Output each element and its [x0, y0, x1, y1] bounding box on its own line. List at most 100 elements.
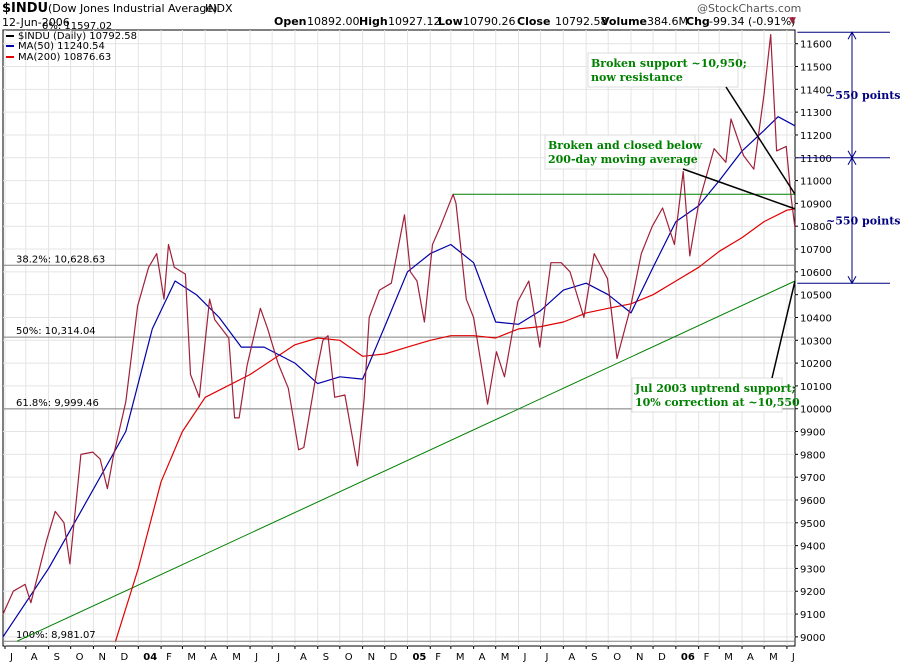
chart-header: $INDU (Dow Jones Industrial Average) IND… — [2, 1, 899, 29]
y-tick-label: 11200 — [800, 131, 832, 142]
plot-area — [2, 29, 796, 647]
x-tick-label: J — [791, 652, 795, 663]
annotation-text: Broken and closed below — [548, 139, 703, 152]
fib-level-label: 100%: 8,981.07 — [16, 630, 96, 641]
open-value: 10892.00 — [307, 15, 360, 28]
high-value: 10927.12 — [388, 15, 441, 28]
uptrend-line-path — [16, 280, 796, 642]
low-label: Low — [438, 15, 463, 28]
fib-0-label: 0%: 11597.02 — [42, 21, 112, 32]
y-tick-label: 10000 — [800, 405, 832, 416]
x-tick-label: O — [613, 652, 621, 663]
x-tick-label: O — [76, 652, 84, 663]
x-tick-label: A — [568, 652, 575, 663]
x-tick-label: D — [121, 652, 129, 663]
y-tick-label: 10500 — [800, 291, 832, 302]
annotation-box — [587, 52, 739, 88]
y-tick-label: 10400 — [800, 313, 832, 324]
close-label: Close — [517, 15, 551, 28]
volume-value: 384.6M — [647, 15, 688, 28]
annotation-text: Broken support ~10,950; — [591, 57, 747, 70]
x-tick-label: A — [300, 652, 307, 663]
legend-ma50: MA(50) 11240.54 — [18, 41, 105, 52]
high-label: High — [359, 15, 388, 28]
uptrend-line — [16, 280, 796, 642]
x-tick-label: A — [210, 652, 217, 663]
x-tick-label: J — [522, 652, 526, 663]
y-tick-label: 11400 — [800, 85, 832, 96]
x-tick-label: N — [368, 652, 375, 663]
chg-label: Chg — [686, 15, 710, 28]
measure-label: ~550 points — [826, 215, 901, 228]
annotations: Broken support ~10,950;now resistance Bro… — [453, 31, 901, 413]
low-value: 10790.26 — [463, 15, 516, 28]
x-tick-label: D — [658, 652, 666, 663]
y-tick-label: 9900 — [800, 428, 825, 439]
measure-label: ~550 points — [826, 89, 901, 102]
x-tick-label: 05 — [412, 652, 426, 663]
x-tick-label: M — [769, 652, 778, 663]
chg-value: -99.34 (-0.91%) — [709, 15, 796, 28]
x-tick-label: 04 — [143, 652, 157, 663]
down-arrow-icon: ▼ — [789, 16, 796, 26]
x-tick-label: O — [345, 652, 353, 663]
y-tick-label: 11600 — [800, 40, 832, 51]
y-tick-label: 10600 — [800, 268, 832, 279]
annotation-text: 200-day moving average — [548, 153, 698, 166]
x-tick-label: F — [166, 652, 172, 663]
fib-level-label: 38.2%: 10,628.63 — [16, 254, 105, 265]
y-tick-label: 10300 — [800, 336, 832, 347]
volume-label: Volume — [601, 15, 647, 28]
y-tick-label: 9100 — [800, 610, 825, 621]
y-tick-label: 11100 — [800, 154, 832, 165]
y-tick-label: 11000 — [800, 177, 832, 188]
fib-level-label: 50%: 10,314.04 — [16, 326, 96, 337]
annotation-arrow — [771, 280, 796, 379]
annotation-arrow — [725, 86, 796, 195]
y-tick-label: 9200 — [800, 587, 825, 598]
x-tick-label: F — [435, 652, 441, 663]
x-tick-label: A — [479, 652, 486, 663]
x-tick-label: M — [724, 652, 733, 663]
x-tick-label: A — [747, 652, 754, 663]
x-tick-label: N — [98, 652, 105, 663]
x-tick-label: D — [390, 652, 398, 663]
y-tick-label: 11300 — [800, 108, 832, 119]
y-tick-label: 9800 — [800, 450, 825, 461]
y-tick-label: 9000 — [800, 633, 825, 644]
legend-ma200: MA(200) 10876.63 — [18, 52, 111, 63]
price-line — [2, 33, 796, 615]
x-tick-label: 06 — [681, 652, 695, 663]
y-tick-label: 9300 — [800, 564, 825, 575]
price-series — [2, 33, 796, 615]
y-tick-label: 10100 — [800, 382, 832, 393]
annotation-text: 10% correction at ~10,550 — [635, 396, 800, 409]
x-tick-label: N — [636, 652, 643, 663]
x-tick-label: F — [704, 652, 710, 663]
x-tick-label: A — [31, 652, 38, 663]
exchange: INDX — [205, 2, 233, 15]
annotation-text: Jul 2003 uptrend support; — [634, 382, 796, 395]
y-tick-label: 10700 — [800, 245, 832, 256]
y-tick-label: 10800 — [800, 222, 832, 233]
annotation-box — [544, 134, 696, 170]
x-tick-label: S — [591, 652, 597, 663]
y-tick-label: 9400 — [800, 542, 825, 553]
x-tick-label: M — [232, 652, 241, 663]
y-tick-label: 9700 — [800, 473, 825, 484]
x-tick-label: S — [54, 652, 60, 663]
fib-level-label: 61.8%: 9,999.46 — [16, 398, 99, 409]
chart-date: 12-Jun-2006 — [2, 16, 70, 29]
x-tick-label: S — [323, 652, 329, 663]
legend: $INDU (Daily) 10792.58 MA(50) 11240.54 M… — [6, 21, 137, 63]
ma200-line — [114, 208, 796, 642]
x-tick-label: M — [456, 652, 465, 663]
y-tick-label: 10200 — [800, 359, 832, 370]
x-tick-label: J — [545, 652, 549, 663]
x-tick-label: J — [9, 652, 13, 663]
x-tick-label: M — [187, 652, 196, 663]
legend-price: $INDU (Daily) 10792.58 — [18, 31, 137, 42]
y-axis: 9000 9100 9200 9300 9400 9500 9600 9700 9800 9900… — [795, 40, 832, 644]
x-tick-label: J — [254, 652, 258, 663]
